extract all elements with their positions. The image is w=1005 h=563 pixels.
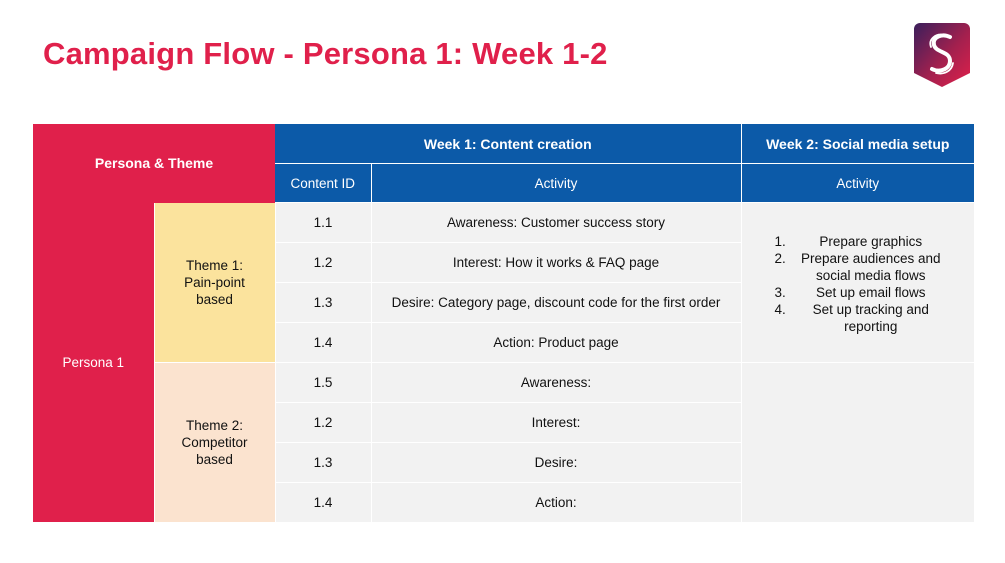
table-row: 1.2 Interest: How it works & FAQ page xyxy=(33,242,974,283)
table-row: 1.3 Desire: Category page, discount code… xyxy=(33,282,974,323)
activity-cell: Desire: Category page, discount code for… xyxy=(370,282,742,323)
week2-empty-cell xyxy=(740,362,975,522)
week2-tasks-cell: 1. Prepare graphics 2. Prepare audiences a… xyxy=(740,202,975,363)
theme1-cell: Theme 1: Pain-point based xyxy=(153,202,276,363)
theme1-label: Theme 1: Pain-point based xyxy=(184,257,245,307)
slide-title: Campaign Flow - Persona 1: Week 1-2 xyxy=(43,36,608,71)
content-id-cell: 1.1 xyxy=(274,202,372,243)
table-row: Theme 2: Competitor based 1.5 Awareness: xyxy=(33,362,975,522)
activity-cell: Action: xyxy=(370,482,742,522)
campaign-flow-table: Persona & Theme Week 1: Content creation… xyxy=(33,124,975,522)
content-id-cell: 1.4 xyxy=(274,322,372,363)
persona-cell: Persona 1 xyxy=(33,202,154,522)
header-week2-activity: Activity xyxy=(740,163,975,203)
header-content-id: Content ID xyxy=(275,163,372,203)
activity-cell: Awareness: Customer success story xyxy=(370,202,742,243)
content-id-cell: 1.5 xyxy=(274,362,372,403)
table-row: 1.4 Action: xyxy=(33,482,974,522)
header-row-2: Content ID Activity Activity xyxy=(33,163,975,203)
table-row: 1.2 Interest: xyxy=(33,402,974,443)
content-id-cell: 1.2 xyxy=(274,242,372,283)
activity-cell: Awareness: xyxy=(370,362,742,403)
header-week2: Week 2: Social media setup xyxy=(740,124,975,164)
content-id-cell: 1.3 xyxy=(274,282,372,323)
header-activity: Activity xyxy=(370,163,742,203)
activity-cell: Interest: xyxy=(370,402,742,443)
theme2-label: Theme 2: Competitor based xyxy=(181,418,248,467)
list-item: 4. Set up tracking and reporting xyxy=(774,302,929,334)
table-row: 1.3 Desire: xyxy=(33,442,974,483)
header-row-1: Persona & Theme Week 1: Content creation… xyxy=(33,124,975,203)
week2-task-list: 1. Prepare graphics 2. Prepare audiences a… xyxy=(768,233,948,335)
table-row: 1.4 Action: Product page xyxy=(33,322,974,363)
activity-cell: Action: Product page xyxy=(370,322,742,363)
content-id-cell: 1.4 xyxy=(274,482,372,522)
theme2-cell: Theme 2: Competitor based xyxy=(153,362,276,522)
header-persona-theme: Persona & Theme xyxy=(33,124,276,203)
activity-cell: Desire: xyxy=(370,442,742,483)
list-item: 2. Prepare audiences and social media flo… xyxy=(774,251,941,283)
content-id-cell: 1.2 xyxy=(274,402,372,443)
content-id-cell: 1.3 xyxy=(274,442,372,483)
table-row: Persona 1 Theme 1: Pain-point based 1.1 … xyxy=(33,202,975,522)
activity-cell: Interest: How it works & FAQ page xyxy=(370,242,742,283)
list-item: 3. Set up email flows xyxy=(774,285,926,300)
header-week1: Week 1: Content creation xyxy=(275,124,742,164)
brand-logo-icon xyxy=(914,23,970,87)
list-item: 1. Prepare graphics xyxy=(774,234,923,249)
